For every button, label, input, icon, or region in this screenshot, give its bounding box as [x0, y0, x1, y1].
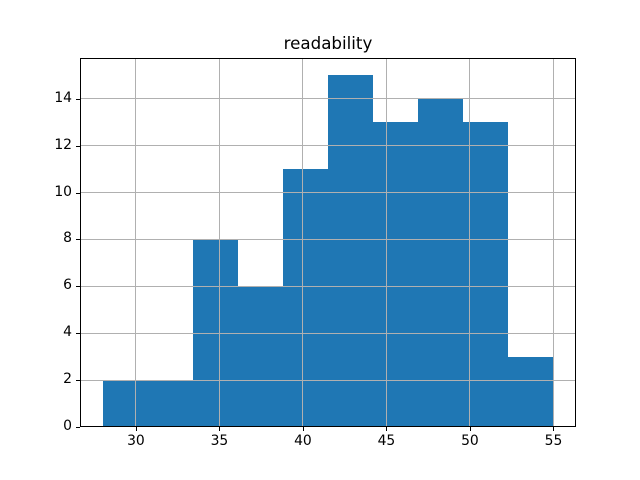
x-tick-mark	[386, 427, 388, 432]
y-tick-label: 2	[63, 371, 72, 388]
y-tick-label: 12	[54, 136, 72, 153]
x-tick-label: 40	[294, 433, 312, 450]
y-tick-mark	[76, 192, 80, 194]
x-tick-mark	[469, 427, 471, 432]
histogram-bar	[463, 122, 509, 428]
gridline-x	[135, 57, 137, 428]
y-tick-mark	[76, 286, 80, 288]
x-tick-label: 35	[210, 433, 229, 450]
x-tick-mark	[553, 427, 555, 432]
y-tick-mark	[76, 333, 80, 335]
x-tick-label: 30	[127, 433, 145, 450]
histogram-bar	[147, 380, 193, 428]
gridline-y	[80, 332, 576, 334]
gridline-y	[80, 192, 576, 194]
histogram-bar	[508, 356, 554, 428]
grid-layer	[80, 57, 576, 428]
gridline-y	[80, 379, 576, 381]
histogram-bar	[237, 286, 283, 428]
y-tick-label: 4	[63, 324, 72, 341]
histogram-bar	[418, 98, 464, 428]
gridline-y	[80, 285, 576, 287]
y-tick-mark	[76, 145, 80, 147]
histogram-bar	[328, 75, 374, 428]
x-tick-label: 45	[377, 433, 396, 450]
x-tick-label: 50	[461, 433, 479, 450]
x-tick-mark	[135, 427, 137, 432]
gridline-x	[552, 57, 554, 428]
y-tick-mark	[76, 239, 80, 241]
y-tick-label: 14	[54, 89, 72, 106]
gridline-x	[385, 57, 387, 428]
plot-area	[80, 57, 576, 428]
x-tick-mark	[302, 427, 304, 432]
chart-title: readability	[283, 33, 373, 53]
gridline-x	[302, 57, 304, 428]
gridline-y	[80, 98, 576, 100]
y-tick-mark	[76, 98, 80, 100]
histogram-bar	[373, 122, 419, 428]
gridline-x	[469, 57, 471, 428]
plot-border	[80, 57, 576, 428]
histogram-bar	[282, 169, 328, 428]
y-tick-mark	[76, 380, 80, 382]
y-tick-mark	[76, 427, 80, 429]
y-tick-label: 6	[63, 277, 72, 294]
gridline-y	[80, 145, 576, 147]
y-tick-label: 10	[54, 183, 72, 200]
gridline-y	[80, 238, 576, 240]
x-tick-mark	[219, 427, 221, 432]
histogram-bar	[102, 380, 148, 428]
bars-layer	[80, 58, 576, 428]
x-tick-label: 55	[544, 433, 563, 450]
gridline-x	[218, 57, 220, 428]
y-tick-label: 0	[63, 418, 72, 435]
y-tick-label: 8	[63, 230, 72, 247]
